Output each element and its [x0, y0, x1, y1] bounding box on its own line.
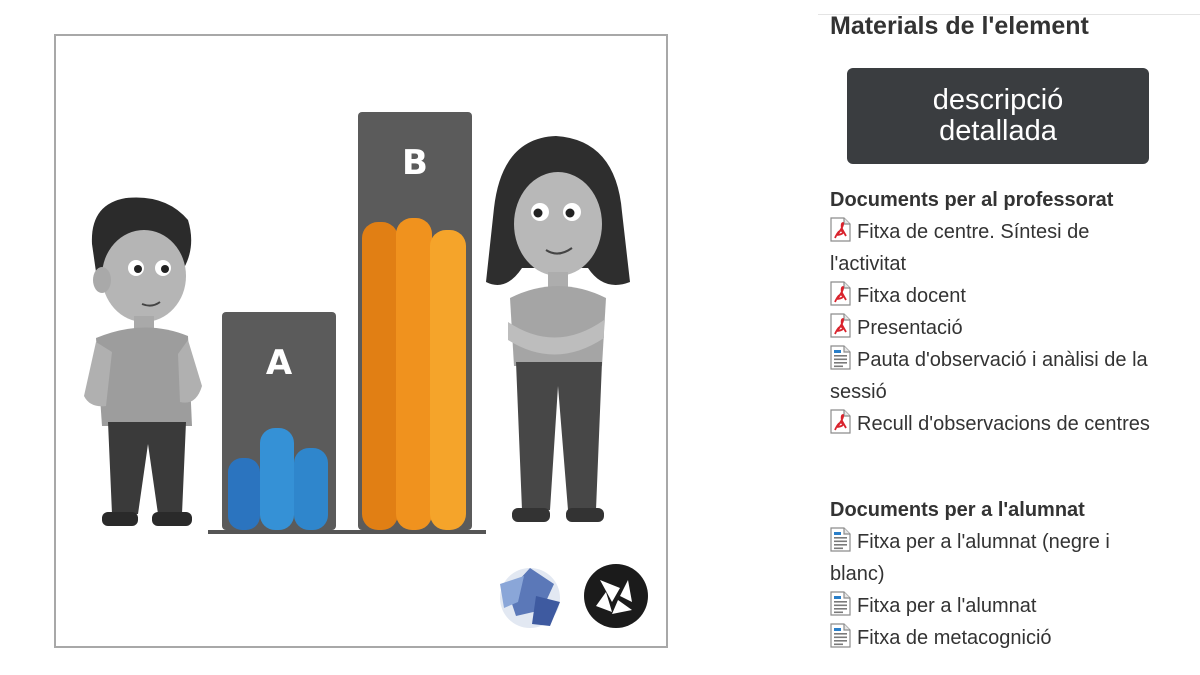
document-link-label: Recull d'observacions de centres: [857, 413, 1150, 435]
illustration-image: A B: [54, 34, 668, 648]
bar-b: B: [358, 112, 472, 530]
document-link[interactable]: Fitxa per a l'alumnat (negre i blanc): [830, 526, 1166, 590]
divider: [818, 14, 1200, 15]
teachers-documents-section: Documents per al professorat Fitxa de ce…: [830, 186, 1166, 440]
document-link-label: Pauta d'observació i anàlisi de la sessi…: [830, 349, 1148, 403]
document-link-label: Fitxa docent: [857, 285, 966, 307]
pdf-icon: [830, 281, 851, 306]
document-link[interactable]: Fitxa per a l'alumnat: [830, 590, 1166, 622]
document-icon: [830, 623, 851, 648]
boy-figure: [84, 197, 202, 526]
document-link-label: Fitxa de metacognició: [857, 627, 1052, 649]
mosaic-logo: [500, 568, 560, 628]
detailed-description-button[interactable]: descripció detallada: [847, 68, 1149, 164]
teachers-documents-list: Fitxa de centre. Síntesi de l'activitat F…: [830, 216, 1166, 440]
document-link[interactable]: Recull d'observacions de centres: [830, 408, 1166, 440]
document-link[interactable]: Fitxa docent: [830, 280, 1166, 312]
teachers-documents-title: Documents per al professorat: [830, 189, 1114, 211]
bar-b-label: B: [402, 143, 428, 183]
document-link[interactable]: Fitxa de metacognició: [830, 622, 1166, 654]
students-documents-title: Documents per a l'alumnat: [830, 499, 1085, 521]
document-link-label: Fitxa per a l'alumnat: [857, 595, 1037, 617]
ground-line: [208, 530, 486, 534]
pdf-icon: [830, 313, 851, 338]
materials-panel: Materials de l'element descripció detall…: [818, 0, 1200, 675]
document-link[interactable]: Presentació: [830, 312, 1166, 344]
materials-title: Materials de l'element: [830, 12, 1089, 40]
document-link-label: Fitxa de centre. Síntesi de l'activitat: [830, 221, 1090, 275]
document-link-label: Presentació: [857, 317, 963, 339]
students-documents-list: Fitxa per a l'alumnat (negre i blanc) Fit…: [830, 526, 1166, 654]
illustration-svg: A B: [84, 112, 648, 628]
girl-figure: [486, 136, 630, 522]
shutter-logo: [584, 564, 648, 628]
document-icon: [830, 591, 851, 616]
pdf-icon: [830, 217, 851, 242]
students-documents-section: Documents per a l'alumnat Fitxa per a l'…: [830, 496, 1166, 654]
pdf-icon: [830, 409, 851, 434]
document-link[interactable]: Pauta d'observació i anàlisi de la sessi…: [830, 344, 1166, 408]
document-link[interactable]: Fitxa de centre. Síntesi de l'activitat: [830, 216, 1166, 280]
document-icon: [830, 345, 851, 370]
bar-a: A: [222, 312, 336, 530]
document-link-label: Fitxa per a l'alumnat (negre i blanc): [830, 531, 1110, 585]
document-icon: [830, 527, 851, 552]
bar-a-label: A: [266, 343, 293, 383]
